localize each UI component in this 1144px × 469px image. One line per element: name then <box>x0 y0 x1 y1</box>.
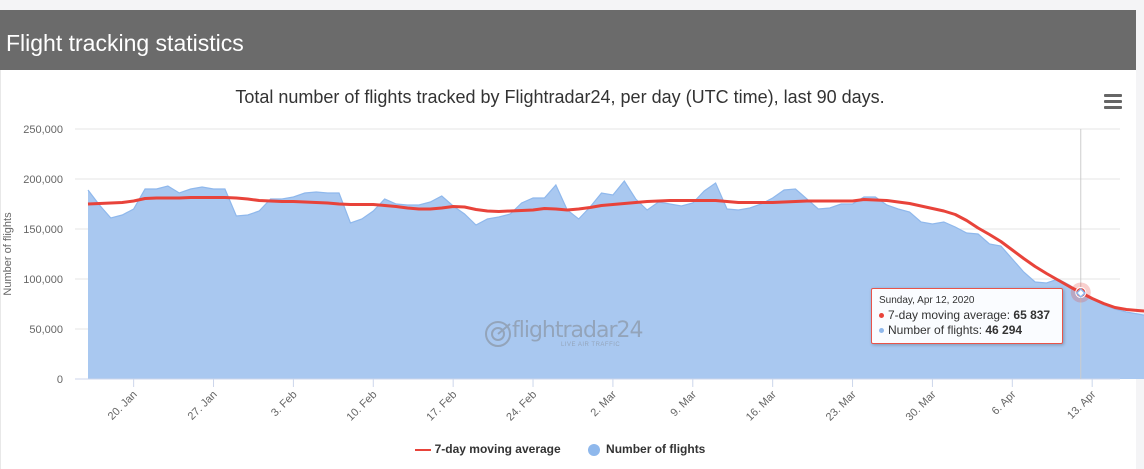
tooltip-avg-dot <box>879 313 884 319</box>
logo-text: flightradar24 <box>512 318 644 343</box>
y-tick-label: 50,000 <box>29 324 63 336</box>
tooltip-date: Sunday, Apr 12, 2020 <box>879 295 975 306</box>
chart-tooltip: Sunday, Apr 12, 2020 7-day moving averag… <box>871 288 1063 344</box>
x-tick-label: 6. Apr <box>990 388 1019 417</box>
chart-title: Total number of flights tracked by Fligh… <box>235 87 885 107</box>
y-tick-label: 100,000 <box>23 274 63 286</box>
x-tick-label: 16. Mar <box>744 388 779 423</box>
flightradar24-logo: flightradar24 LIVE AIR TRAFFIC <box>484 318 644 354</box>
y-tick-label: 150,000 <box>23 224 63 236</box>
tooltip-avg-value: 65 837 <box>1013 308 1051 322</box>
x-tick-label: 27. Jan <box>186 389 220 423</box>
chart-legend: 7-day moving average Number of flights <box>0 442 1120 456</box>
top-strip <box>0 0 1144 10</box>
x-tick-label: 10. Feb <box>345 389 380 424</box>
y-tick-label: 250,000 <box>23 124 63 136</box>
tooltip-avg-row: 7-day moving average: 65 837 <box>879 308 1055 323</box>
y-tick-label: 200,000 <box>23 174 63 186</box>
logo-tagline: LIVE AIR TRAFFIC <box>561 342 621 348</box>
x-tick-label: 2. Mar <box>588 388 619 419</box>
x-tick-label: 3. Feb <box>269 389 300 420</box>
legend-item-average[interactable]: 7-day moving average <box>414 442 561 456</box>
x-tick-label: 20. Jan <box>106 389 140 423</box>
legend-item-flights[interactable]: Number of flights <box>588 442 705 456</box>
legend-label-flights: Number of flights <box>606 442 706 456</box>
x-tick-label: 30. Mar <box>904 388 939 423</box>
hover-point-flights <box>1075 287 1086 299</box>
hamburger-icon[interactable] <box>1104 94 1122 110</box>
x-tick-label: 17. Feb <box>424 389 459 424</box>
x-tick-label: 13. Apr <box>1065 388 1098 421</box>
legend-label-average: 7-day moving average <box>434 442 561 456</box>
y-axis-title: Number of flights <box>2 212 14 296</box>
tooltip-flights-value: 46 294 <box>985 323 1023 337</box>
y-tick-label: 0 <box>57 374 63 386</box>
page-header: Flight tracking statistics <box>0 10 1136 70</box>
x-tick-label: 24. Feb <box>504 389 539 424</box>
x-tick-label: 23. Mar <box>824 388 859 423</box>
page-edge <box>1136 10 1144 469</box>
series-average-line <box>87 196 1144 313</box>
legend-line-symbol <box>414 448 431 451</box>
tooltip-flights-row: Number of flights: 46 294 <box>879 323 1055 338</box>
tooltip-flights-label: Number of flights: <box>888 323 986 337</box>
legend-dot-symbol <box>588 443 601 456</box>
tooltip-avg-label: 7-day moving average: <box>888 308 1014 322</box>
x-tick-label: 9. Mar <box>668 388 699 419</box>
page-title: Flight tracking statistics <box>6 30 244 56</box>
tooltip-flights-dot <box>879 328 884 334</box>
